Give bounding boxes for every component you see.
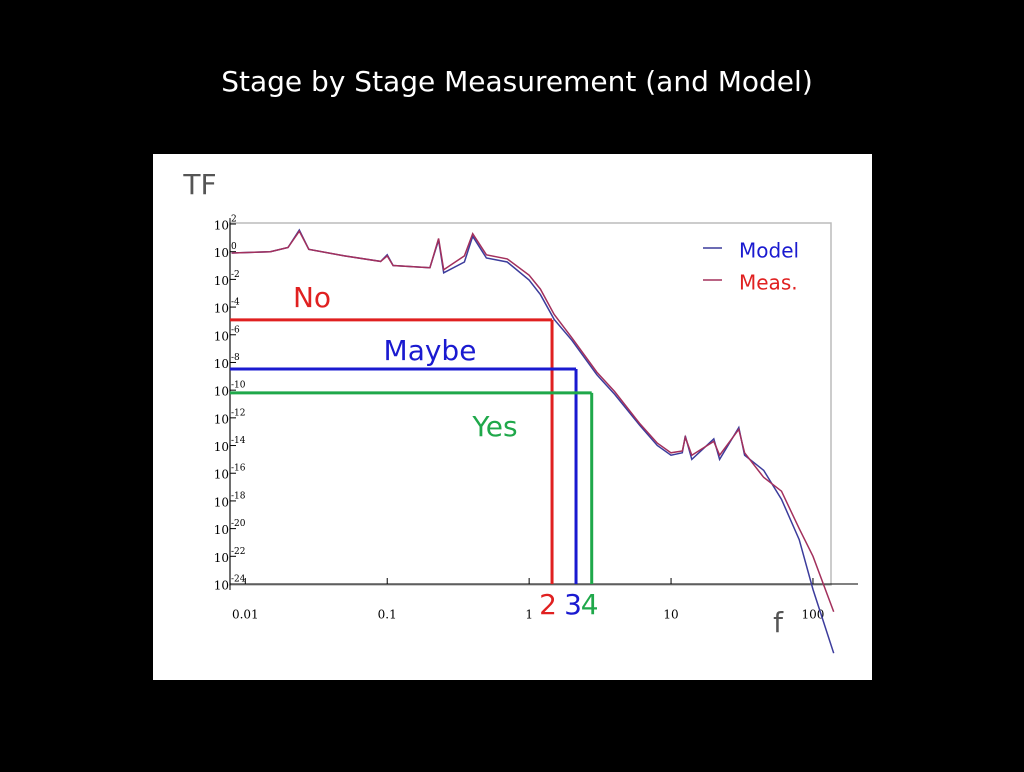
y-tick-label: 10 — [214, 274, 229, 288]
threshold-marker: 4 — [581, 588, 599, 621]
chart-panel — [153, 154, 872, 680]
y-tick-label: 10 — [214, 219, 229, 233]
y-tick-exponent: -4 — [231, 298, 240, 308]
y-tick-label: 10 — [214, 357, 229, 371]
y-tick-label: 10 — [214, 440, 229, 454]
y-tick-label: 10 — [214, 523, 229, 537]
y-tick-exponent: -16 — [231, 464, 246, 474]
y-tick-label: 10 — [214, 329, 229, 343]
legend-label: Meas. — [739, 271, 798, 295]
y-tick-exponent: -24 — [231, 575, 246, 585]
y-tick-label: 10 — [214, 495, 229, 509]
y-tick-exponent: -20 — [231, 519, 246, 529]
x-tick-label: 10 — [663, 608, 678, 622]
y-tick-label: 10 — [214, 385, 229, 399]
threshold-label: Maybe — [384, 334, 477, 367]
slide-title: Stage by Stage Measurement (and Model) — [221, 65, 813, 98]
y-tick-label: 10 — [214, 246, 229, 260]
series-line — [231, 229, 835, 612]
y-tick-exponent: -14 — [231, 436, 246, 446]
y-tick-label: 10 — [214, 302, 229, 316]
threshold-marker: 3 — [564, 588, 582, 621]
y-tick-label: 10 — [214, 551, 229, 565]
y-tick-exponent: 0 — [231, 242, 237, 252]
x-tick-label: 1 — [525, 608, 533, 622]
y-tick-exponent: -18 — [231, 491, 246, 501]
y-tick-exponent: 2 — [231, 215, 237, 225]
x-tick-label: 100 — [802, 608, 825, 622]
y-tick-exponent: -8 — [231, 353, 240, 363]
y-tick-label: 10 — [214, 468, 229, 482]
threshold-label: No — [293, 281, 331, 314]
y-tick-label: 10 — [214, 412, 229, 426]
x-axis-label: f — [773, 606, 784, 639]
x-tick-label: 0.01 — [232, 608, 259, 622]
y-tick-exponent: -10 — [231, 381, 246, 391]
x-tick-label: 0.1 — [378, 608, 397, 622]
threshold-marker: 2 — [539, 588, 557, 621]
threshold-label: Yes — [471, 410, 517, 443]
y-tick-exponent: -12 — [231, 408, 246, 418]
y-axis-label: TF — [182, 168, 216, 201]
y-tick-exponent: -22 — [231, 547, 246, 557]
y-tick-label: 10 — [214, 579, 229, 593]
y-tick-exponent: -2 — [231, 270, 240, 280]
legend-label: Model — [739, 239, 799, 263]
y-tick-exponent: -6 — [231, 325, 240, 335]
